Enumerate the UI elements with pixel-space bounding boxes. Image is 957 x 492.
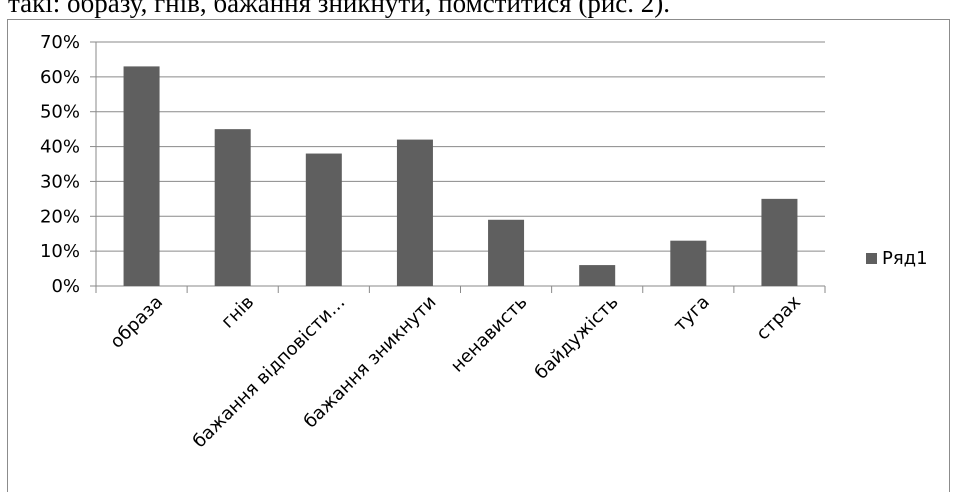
bar xyxy=(488,219,525,286)
caption-text: такі: образу, гнів, бажання зникнути, по… xyxy=(8,0,671,18)
x-category-label: страх xyxy=(752,291,805,344)
y-tick-label: 20% xyxy=(40,206,80,227)
y-tick-label: 50% xyxy=(40,102,80,123)
bar xyxy=(214,129,251,286)
x-category-label: образа xyxy=(106,292,167,353)
y-tick-label: 70% xyxy=(40,32,80,53)
chart-frame xyxy=(7,19,950,492)
y-tick-label: 10% xyxy=(40,241,80,262)
x-category-label: туга xyxy=(670,292,714,336)
x-category-label: байдужість xyxy=(531,292,623,384)
y-tick-label: 40% xyxy=(40,137,80,158)
x-category-label: ненависть xyxy=(447,292,532,377)
y-tick-label: 60% xyxy=(40,67,80,88)
y-tick-label: 0% xyxy=(51,276,80,297)
legend-label: Ряд1 xyxy=(882,248,928,269)
legend-swatch xyxy=(866,253,877,264)
y-tick-label: 30% xyxy=(40,171,80,192)
bar xyxy=(761,198,798,286)
bar xyxy=(305,153,342,286)
bar xyxy=(670,240,707,286)
bar xyxy=(123,66,160,287)
x-category-label: гнів xyxy=(217,292,258,333)
bar xyxy=(579,265,616,286)
x-category-label: бажання відповісти… xyxy=(189,292,350,453)
bar xyxy=(396,139,433,286)
